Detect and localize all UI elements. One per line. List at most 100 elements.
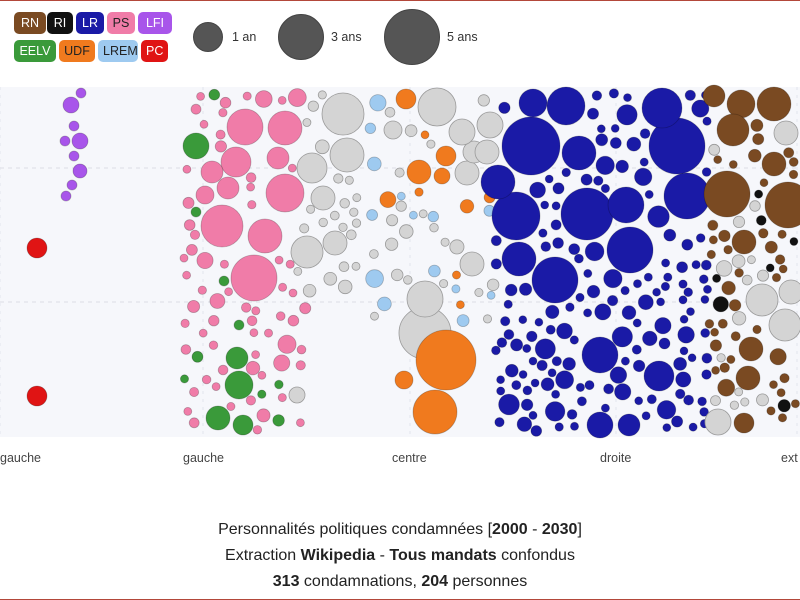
legend-chip-pc[interactable]: PC (141, 40, 168, 62)
lr-big-bubble-0[interactable] (501, 116, 561, 176)
gauche-bubble-64[interactable] (183, 406, 193, 416)
extreme-droite-bubble-60[interactable] (765, 263, 775, 273)
ps-big-bubble-9[interactable] (216, 176, 240, 200)
droite-bubble-134[interactable] (551, 389, 561, 399)
rn-big-bubble-1[interactable] (764, 181, 800, 229)
gauche-grey-bubble-8[interactable] (344, 175, 354, 185)
extreme-droite-bubble-54[interactable] (726, 354, 736, 364)
droite-bubble-39[interactable] (594, 303, 612, 321)
droite-bubble-18[interactable] (644, 189, 654, 199)
gauche-bubble-31[interactable] (187, 299, 201, 313)
rn-big-bubble-7[interactable] (731, 229, 757, 255)
droite-bubble-149[interactable] (600, 183, 611, 194)
gauche-bubble-45[interactable] (245, 360, 261, 376)
droite-bubble-105[interactable] (703, 284, 713, 294)
centre-bubble-36[interactable] (449, 239, 465, 255)
droite-bubble-103[interactable] (538, 228, 548, 238)
gauche-bubble-17[interactable] (180, 344, 192, 355)
centre-grey-big-bubble-1[interactable] (454, 160, 480, 186)
centre-grey-big-bubble-4[interactable] (383, 120, 403, 140)
extreme-droite-bubble-46[interactable] (704, 318, 715, 329)
gauche-bubble-27[interactable] (226, 401, 236, 411)
gauche-bubble-63[interactable] (252, 425, 263, 435)
udf-bubble-6[interactable] (394, 370, 414, 390)
gauche-bubble-61[interactable] (251, 350, 261, 360)
extreme-droite-bubble-23[interactable] (730, 331, 741, 342)
centre-grey-big-bubble-5[interactable] (474, 139, 500, 165)
centre-bubble-30[interactable] (377, 296, 392, 312)
lr-big-bubble-16[interactable] (617, 413, 641, 437)
droite-bubble-100[interactable] (688, 422, 698, 432)
droite-bubble-89[interactable] (673, 356, 687, 371)
droite-bubble-145[interactable] (595, 133, 609, 147)
droite-bubble-81[interactable] (496, 337, 508, 348)
centre-grey-big-bubble-0[interactable] (417, 87, 457, 127)
extreme-droite-bubble-13[interactable] (732, 215, 746, 228)
extreme-droite-bubble-12[interactable] (752, 133, 765, 146)
centre-bubble-9[interactable] (364, 122, 377, 135)
droite-bubble-61[interactable] (596, 124, 606, 134)
extreme-droite-bubble-45[interactable] (734, 387, 744, 397)
lr-big-bubble-10[interactable] (480, 164, 516, 200)
gauche-bubble-56[interactable] (274, 255, 284, 265)
lfi-bubble-3[interactable] (59, 135, 71, 147)
droite-bubble-2[interactable] (658, 337, 671, 350)
centre-bubble-21[interactable] (428, 264, 441, 278)
extreme-droite-bubble-58[interactable] (734, 267, 744, 278)
droite-bubble-147[interactable] (620, 356, 630, 366)
extreme-droite-bubble-3[interactable] (728, 160, 738, 169)
gauche-bubble-4[interactable] (246, 315, 258, 327)
ps-big-bubble-7[interactable] (266, 146, 290, 170)
droite-bubble-104[interactable] (609, 137, 622, 149)
droite-bubble-125[interactable] (656, 297, 665, 307)
lr-big-bubble-9[interactable] (641, 87, 683, 129)
droite-bubble-73[interactable] (500, 316, 511, 327)
gauche-bubble-62[interactable] (242, 91, 252, 101)
droite-bubble-115[interactable] (600, 403, 610, 413)
ps-big-bubble-1[interactable] (267, 110, 303, 146)
droite-bubble-135[interactable] (545, 324, 556, 335)
droite-bubble-52[interactable] (643, 272, 653, 282)
droite-bubble-87[interactable] (611, 326, 633, 348)
gauche-bubble-12[interactable] (224, 287, 234, 297)
gauche-bubble-37[interactable] (208, 88, 221, 101)
lr-big-bubble-17[interactable] (586, 411, 614, 439)
droite-bubble-83[interactable] (697, 396, 707, 407)
droite-bubble-43[interactable] (686, 307, 695, 317)
droite-bubble-62[interactable] (593, 175, 604, 186)
extreme-droite-bubble-30[interactable] (750, 118, 764, 132)
droite-bubble-142[interactable] (568, 243, 581, 256)
centre-bubble-32[interactable] (486, 278, 500, 292)
droite-bubble-45[interactable] (518, 282, 533, 296)
centre-grey-big-bubble-2[interactable] (459, 251, 485, 277)
droite-bubble-4[interactable] (491, 345, 501, 356)
gauche-grey-bubble-1[interactable] (338, 279, 353, 295)
ps-big-bubble-10[interactable] (195, 185, 215, 205)
droite-bubble-112[interactable] (554, 422, 564, 432)
droite-bubble-86[interactable] (518, 370, 528, 379)
gauche-bubble-51[interactable] (214, 140, 227, 153)
ed-grey-big-bubble-4[interactable] (704, 408, 732, 436)
extreme-droite-bubble-10[interactable] (741, 274, 753, 286)
extreme-droite-bubble-33[interactable] (777, 413, 788, 423)
gauche-bubble-48[interactable] (273, 354, 291, 372)
gauche-grey-bubble-15[interactable] (314, 139, 330, 155)
droite-bubble-122[interactable] (606, 294, 619, 307)
droite-bubble-139[interactable] (698, 274, 709, 285)
extreme-droite-bubble-22[interactable] (717, 378, 736, 397)
lr-big-bubble-11[interactable] (518, 88, 548, 118)
droite-bubble-23[interactable] (510, 338, 524, 352)
extreme-droite-bubble-18[interactable] (706, 249, 716, 260)
droite-bubble-114[interactable] (544, 174, 554, 184)
droite-bubble-48[interactable] (586, 284, 601, 299)
gauche-bubble-29[interactable] (179, 253, 189, 263)
legend-chip-rn[interactable]: RN (14, 12, 46, 34)
droite-bubble-118[interactable] (684, 89, 696, 101)
droite-bubble-77[interactable] (504, 363, 519, 378)
droite-bubble-33[interactable] (661, 258, 671, 268)
gauche-bubble-26[interactable] (295, 360, 306, 371)
droite-bubble-44[interactable] (550, 219, 562, 231)
gauche-bubble-25[interactable] (257, 389, 267, 399)
droite-bubble-76[interactable] (569, 335, 579, 345)
centre-bubble-2[interactable] (399, 224, 414, 239)
